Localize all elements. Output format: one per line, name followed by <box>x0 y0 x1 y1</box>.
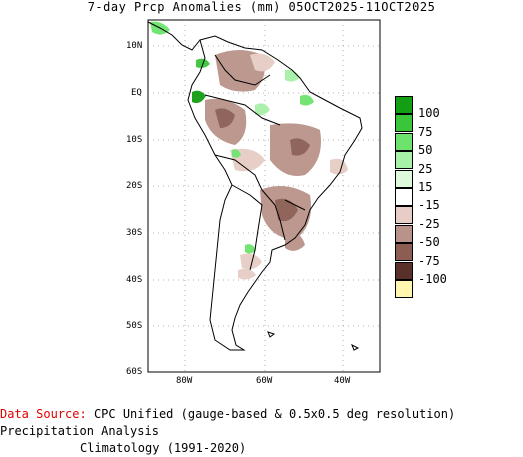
legend-swatch <box>395 188 413 206</box>
lat-label-30s: 30S <box>126 228 143 238</box>
legend-label: 15 <box>418 180 433 194</box>
data-source-line2: Climatology (1991-2020) <box>80 441 247 455</box>
lat-label-eq: EQ <box>131 88 142 98</box>
legend-swatch <box>395 114 413 133</box>
legend-swatch <box>395 132 413 151</box>
legend-label: -75 <box>418 253 440 268</box>
lat-label-10s: 10S <box>126 135 143 145</box>
anomaly-shading <box>150 21 348 280</box>
legend-swatch <box>395 243 413 262</box>
legend-swatch <box>395 280 413 298</box>
data-source: Data Source: CPC Unified (gauge-based & … <box>0 406 523 457</box>
coastline <box>147 21 363 351</box>
legend-label: 75 <box>418 124 433 139</box>
lat-label-10n: 10N <box>126 41 143 51</box>
lon-label-80w: 80W <box>176 376 193 386</box>
legend-label: 50 <box>418 143 433 158</box>
lon-label-40w: 40W <box>334 376 351 386</box>
precipitation-anomaly-map <box>147 19 381 373</box>
legend-swatch <box>395 206 413 225</box>
lon-label-60w: 60W <box>256 376 273 386</box>
legend-swatch <box>395 96 413 114</box>
legend-label: -50 <box>418 235 440 250</box>
data-source-label: Data Source: <box>0 407 87 421</box>
lat-label-20s: 20S <box>126 181 143 191</box>
legend-swatch <box>395 169 413 188</box>
data-source-line1: CPC Unified (gauge-based & 0.5x0.5 deg r… <box>0 407 456 438</box>
legend-label: 100 <box>418 106 440 121</box>
legend-swatch <box>395 224 413 243</box>
legend-swatch <box>395 261 413 280</box>
lat-label-60s: 60S <box>126 367 143 377</box>
legend-label: -100 <box>418 272 447 286</box>
legend-label: -25 <box>418 216 440 231</box>
legend-swatch <box>395 151 413 170</box>
map-title: 7-day Prcp Anomalies (mm) 05OCT2025-11OC… <box>87 0 436 14</box>
legend-label: -15 <box>418 198 440 213</box>
lat-label-50s: 50S <box>126 321 143 331</box>
legend-label: 25 <box>418 161 433 176</box>
lat-label-40s: 40S <box>126 275 143 285</box>
